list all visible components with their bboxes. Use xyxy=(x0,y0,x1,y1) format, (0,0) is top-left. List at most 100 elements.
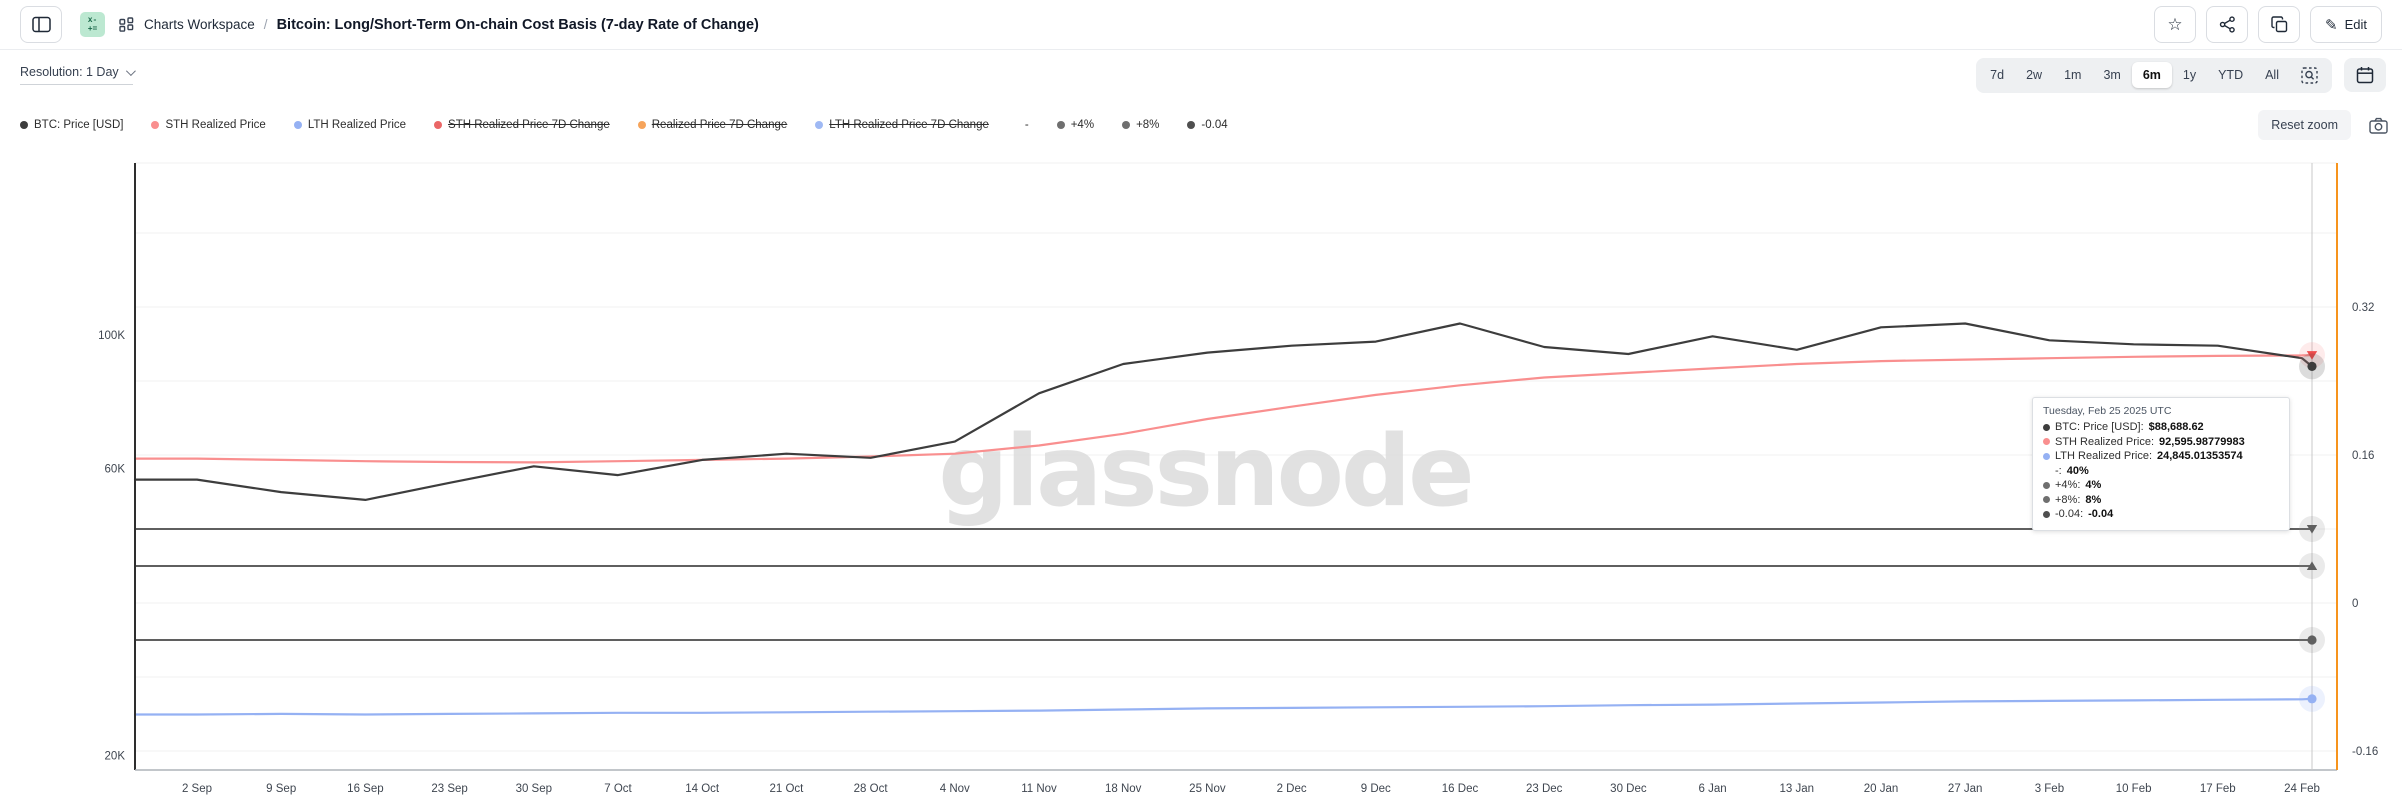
legend-item[interactable]: STH Realized Price xyxy=(151,119,266,131)
legend-label: STH Realized Price 7D Change xyxy=(448,119,610,131)
breadcrumb[interactable]: Charts Workspace xyxy=(144,17,255,32)
svg-text:20K: 20K xyxy=(105,751,126,763)
legend-dot xyxy=(815,121,824,129)
legend-item[interactable]: LTH Realized Price 7D Change xyxy=(815,119,989,131)
star-icon: ☆ xyxy=(2167,15,2183,34)
calendar-button[interactable] xyxy=(2344,58,2386,92)
svg-text:24 Feb: 24 Feb xyxy=(2284,783,2320,795)
legend-dot xyxy=(1187,121,1196,129)
legend-item[interactable]: BTC: Price [USD] xyxy=(20,119,123,131)
legend-label: LTH Realized Price xyxy=(307,119,407,131)
legend-item[interactable]: +8% xyxy=(1122,119,1159,131)
header: x- += Charts Workspace / Bitcoin: Long/Sh… xyxy=(0,0,2402,50)
tooltip-row: LTH Realized Price: 24,845.01353574 xyxy=(2043,449,2279,464)
legend-dot xyxy=(434,121,443,129)
edit-button-label: Edit xyxy=(2344,17,2367,32)
zoom-area-button[interactable] xyxy=(2290,61,2329,90)
svg-text:0: 0 xyxy=(2352,598,2358,610)
chevron-down-icon xyxy=(125,65,136,76)
watermark: glassnode xyxy=(938,415,1471,529)
sidebar-toggle-button[interactable] xyxy=(20,6,62,43)
svg-text:60K: 60K xyxy=(105,463,126,475)
legend-item[interactable]: - xyxy=(1017,119,1029,131)
tooltip-row: +8%: 8% xyxy=(2043,493,2279,508)
range-selector: 7d 2w 1m 3m 6m 1y YTD All xyxy=(1976,57,2332,93)
resolution-dropdown[interactable]: Resolution: 1 Day xyxy=(20,65,136,85)
screenshot-button[interactable] xyxy=(2369,117,2388,134)
chart-canvas[interactable]: glassnode 100K 60K 20K 0.32 0.16 0 -0.16 2 Sep 9 … xyxy=(0,150,2402,800)
calendar-icon xyxy=(2356,67,2374,84)
range-button-3m[interactable]: 3m xyxy=(2092,62,2131,88)
zoom-area-icon xyxy=(2301,66,2318,84)
svg-text:7 Oct: 7 Oct xyxy=(604,783,632,795)
svg-text:2 Dec: 2 Dec xyxy=(1277,783,1307,795)
svg-text:17 Feb: 17 Feb xyxy=(2200,783,2236,795)
svg-text:100K: 100K xyxy=(98,330,125,342)
tooltip-row: -0.04: -0.04 xyxy=(2043,507,2279,522)
chart-toolbar: Resolution: 1 Day 7d 2w 1m 3m 6m 1y YTD All xyxy=(0,50,2402,100)
range-button-7d[interactable]: 7d xyxy=(1979,62,2015,88)
tooltip-row: -: 40% xyxy=(2055,464,2089,477)
legend-item[interactable]: -0.04 xyxy=(1187,119,1228,131)
workbench-badge-icon: x- += xyxy=(80,12,105,37)
favorite-button[interactable]: ☆ xyxy=(2154,6,2197,43)
legend-dot xyxy=(151,121,160,129)
tooltip-date: Tuesday, Feb 25 2025 UTC xyxy=(2043,405,2172,417)
legend-dot xyxy=(637,121,646,129)
legend-item[interactable]: +4% xyxy=(1056,119,1094,131)
svg-text:23 Dec: 23 Dec xyxy=(1526,783,1563,795)
legend-label: +8% xyxy=(1136,119,1160,131)
svg-text:27 Jan: 27 Jan xyxy=(1948,783,1983,795)
range-button-ytd[interactable]: YTD xyxy=(2207,62,2254,88)
svg-text:10 Feb: 10 Feb xyxy=(2116,783,2152,795)
svg-text:13 Jan: 13 Jan xyxy=(1780,783,1815,795)
legend-dot xyxy=(1122,121,1131,129)
svg-text:11 Nov: 11 Nov xyxy=(1021,783,1057,795)
svg-text:0.32: 0.32 xyxy=(2352,302,2374,314)
legend-item[interactable]: STH Realized Price 7D Change xyxy=(434,119,610,131)
legend-dot xyxy=(20,121,28,129)
svg-text:9 Dec: 9 Dec xyxy=(1361,783,1391,795)
legend-item[interactable]: LTH Realized Price xyxy=(293,119,407,131)
legend-dot xyxy=(1056,121,1065,129)
svg-text:21 Oct: 21 Oct xyxy=(769,783,804,795)
svg-text:20 Jan: 20 Jan xyxy=(1864,783,1899,795)
edit-button[interactable]: ✎ Edit xyxy=(2310,6,2382,43)
svg-text:28 Oct: 28 Oct xyxy=(854,783,889,795)
workspace-grid-icon xyxy=(119,17,134,32)
tooltip-row: STH Realized Price: 92,595.98779983 xyxy=(2043,435,2279,450)
svg-text:0.16: 0.16 xyxy=(2352,450,2374,462)
duplicate-button[interactable] xyxy=(2258,6,2301,43)
chart-plot-area[interactable]: glassnode 100K 60K 20K 0.32 0.16 0 -0.16 2 Sep 9 … xyxy=(0,150,2402,800)
reset-zoom-button[interactable]: Reset zoom xyxy=(2258,110,2351,140)
copy-icon xyxy=(2270,16,2287,33)
range-button-1m[interactable]: 1m xyxy=(2053,62,2092,88)
resolution-label: Resolution: 1 Day xyxy=(20,65,119,79)
svg-text:30 Sep: 30 Sep xyxy=(516,783,552,795)
legend-item[interactable]: Realized Price 7D Change xyxy=(637,119,788,131)
legend-label: STH Realized Price xyxy=(165,119,266,131)
camera-icon xyxy=(2369,117,2388,134)
legend-label: - xyxy=(1024,119,1029,131)
svg-text:16 Dec: 16 Dec xyxy=(1442,783,1479,795)
share-icon xyxy=(2219,16,2235,33)
legend-row: BTC: Price [USD] STH Realized Price LTH Re… xyxy=(0,100,2402,150)
legend-dot xyxy=(293,121,302,129)
tooltip-row: BTC: Price [USD]: $88,688.62 xyxy=(2043,420,2279,435)
legend-label: -0.04 xyxy=(1201,119,1228,131)
range-button-1y[interactable]: 1y xyxy=(2172,62,2207,88)
legend-label: BTC: Price [USD] xyxy=(34,119,124,131)
range-button-2w[interactable]: 2w xyxy=(2015,62,2053,88)
legend-label: Realized Price 7D Change xyxy=(651,119,788,131)
svg-text:-0.16: -0.16 xyxy=(2352,746,2378,758)
legend-label: LTH Realized Price 7D Change xyxy=(829,119,989,131)
svg-text:16 Sep: 16 Sep xyxy=(347,783,383,795)
share-button[interactable] xyxy=(2206,6,2249,43)
svg-text:23 Sep: 23 Sep xyxy=(431,783,467,795)
tooltip-row: +4%: 4% xyxy=(2043,478,2279,493)
chart-tooltip: Tuesday, Feb 25 2025 UTC BTC: Price [USD… xyxy=(2032,397,2290,531)
range-button-6m[interactable]: 6m xyxy=(2131,62,2172,88)
breadcrumb-separator: / xyxy=(263,17,268,32)
range-button-all[interactable]: All xyxy=(2254,62,2290,88)
